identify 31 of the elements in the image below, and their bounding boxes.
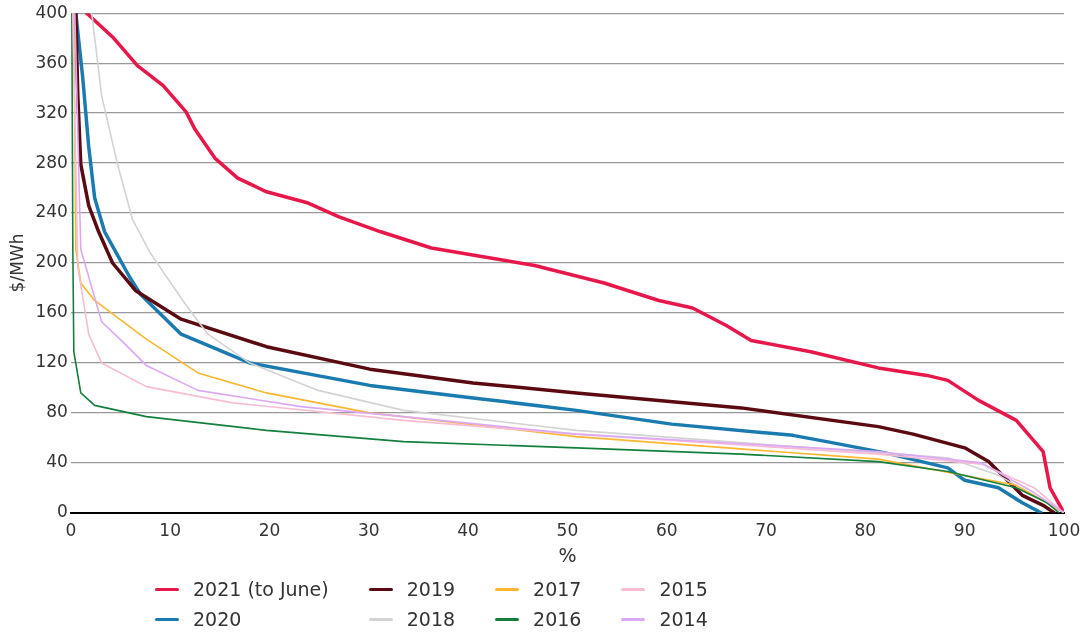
y-tick-label: 320	[35, 101, 68, 122]
x-tick-label: 20	[258, 520, 281, 541]
x-tick-label: 30	[357, 520, 380, 541]
x-tick-label: 60	[655, 520, 678, 541]
x-axis-title: %	[558, 543, 577, 566]
x-tick-label: 40	[457, 520, 479, 541]
y-tick-label: 0	[57, 501, 68, 522]
x-tick-label: 90	[953, 520, 976, 541]
y-tick-label: 360	[35, 51, 68, 72]
legend-label: 2014	[659, 608, 708, 630]
x-tick-label: 10	[159, 520, 181, 541]
legend-label: 2019	[406, 578, 456, 600]
legend-label: 2021 (to June)	[193, 578, 329, 600]
legend-label: 2020	[193, 608, 242, 630]
y-tick-label: 80	[46, 401, 68, 422]
x-tick-label: 50	[556, 520, 579, 541]
x-tick-label: 70	[755, 520, 777, 541]
legend-label: 2018	[406, 608, 456, 630]
y-tick-label: 200	[35, 251, 68, 272]
y-tick-label: 160	[35, 301, 68, 322]
y-axis-title: $/MWh	[6, 233, 27, 293]
y-tick-label: 120	[35, 351, 68, 372]
y-tick-label: 280	[35, 151, 68, 172]
y-tick-label: 40	[46, 451, 68, 472]
x-tick-label: 80	[854, 520, 877, 541]
legend-label: 2017	[533, 578, 582, 600]
legend-label: 2016	[533, 608, 582, 630]
legend-label: 2015	[659, 578, 708, 600]
y-tick-label: 240	[35, 201, 68, 222]
y-tick-label: 400	[35, 1, 68, 22]
x-tick-label: 100	[1047, 520, 1081, 541]
